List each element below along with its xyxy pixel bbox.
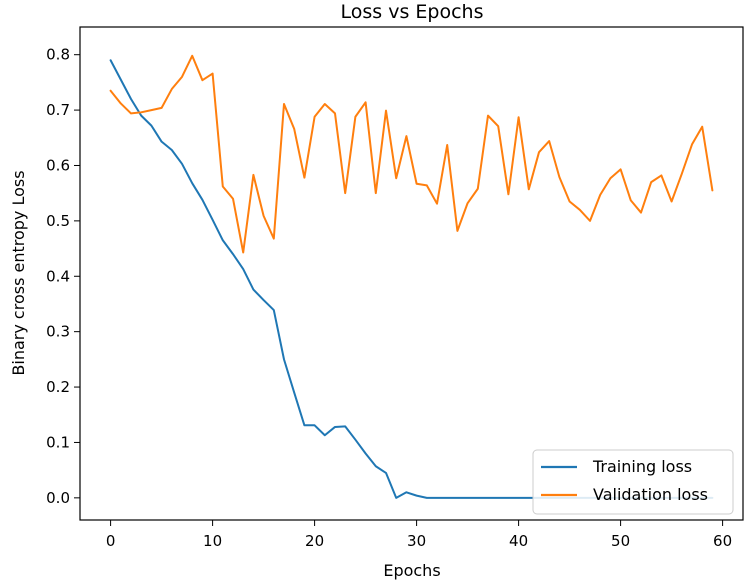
legend-label-validation-loss: Validation loss bbox=[593, 485, 708, 504]
chart-title: Loss vs Epochs bbox=[341, 1, 484, 23]
y-axis-label: Binary cross entropy Loss bbox=[9, 170, 28, 375]
plot-area-frame bbox=[79, 26, 744, 521]
x-tick-label: 0 bbox=[106, 532, 116, 550]
y-tick-label: 0.6 bbox=[46, 156, 70, 174]
x-tick-label: 30 bbox=[407, 532, 426, 550]
y-tick-label: 0.1 bbox=[46, 433, 70, 451]
y-tick-label: 0.2 bbox=[46, 378, 70, 396]
x-axis: 0 10 20 30 40 50 60 bbox=[106, 520, 732, 550]
x-tick-label: 10 bbox=[203, 532, 222, 550]
y-tick-label: 0.0 bbox=[46, 489, 70, 507]
x-tick-label: 60 bbox=[713, 532, 732, 550]
y-tick-label: 0.8 bbox=[46, 46, 70, 64]
x-tick-label: 50 bbox=[611, 532, 630, 550]
legend-box bbox=[532, 449, 734, 515]
y-axis: 0.0 0.1 0.2 0.3 0.4 0.5 0.6 0.7 0.8 bbox=[46, 46, 80, 507]
legend-label-training-loss: Training loss bbox=[592, 457, 692, 476]
y-tick-label: 0.7 bbox=[46, 101, 70, 119]
legend: Training loss Validation loss bbox=[532, 449, 734, 515]
x-tick-label: 20 bbox=[305, 532, 324, 550]
y-tick-label: 0.3 bbox=[46, 323, 70, 341]
y-tick-label: 0.5 bbox=[46, 212, 70, 230]
x-tick-label: 40 bbox=[509, 532, 528, 550]
series-line-validation-loss bbox=[109, 54, 714, 254]
y-tick-label: 0.4 bbox=[46, 267, 70, 285]
x-axis-label: Epochs bbox=[383, 561, 440, 580]
